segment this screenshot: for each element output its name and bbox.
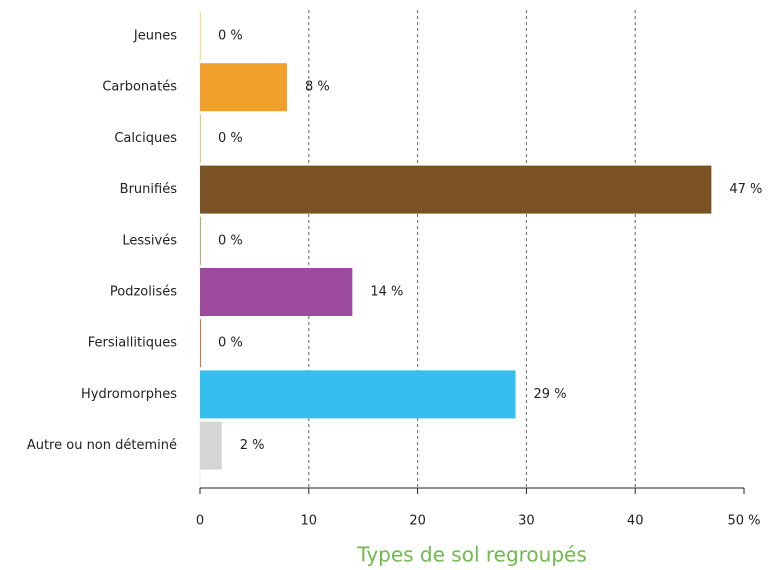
x-tick-label: 30 bbox=[518, 514, 535, 529]
bar bbox=[200, 370, 516, 419]
bar bbox=[200, 216, 201, 265]
y-tick-label: Autre ou non déteminé bbox=[27, 438, 177, 453]
x-tick-label: 40 bbox=[627, 514, 644, 529]
x-axis-title: Types de sol regroupés bbox=[356, 543, 587, 567]
y-tick-label: Brunifiés bbox=[120, 182, 178, 197]
y-tick-label: Fersiallitiques bbox=[88, 336, 177, 351]
y-tick-label: Lessivés bbox=[122, 233, 177, 248]
value-label: 0 % bbox=[218, 233, 243, 248]
bar bbox=[200, 319, 201, 368]
y-tick-label: Podzolisés bbox=[110, 285, 177, 300]
bar bbox=[200, 12, 201, 60]
value-label: 14 % bbox=[370, 285, 403, 300]
value-label: 8 % bbox=[305, 80, 330, 95]
y-tick-label: Hydromorphes bbox=[81, 387, 177, 402]
value-label: 29 % bbox=[534, 387, 567, 402]
x-tick-label: 20 bbox=[409, 514, 426, 529]
y-tick-label: Jeunes bbox=[133, 29, 177, 44]
bar bbox=[200, 421, 222, 470]
y-tick-label: Carbonatés bbox=[102, 80, 177, 95]
value-label: 0 % bbox=[218, 29, 243, 44]
x-tick-label: 10 bbox=[301, 514, 318, 529]
bar bbox=[200, 63, 288, 112]
bar bbox=[200, 165, 712, 214]
value-label: 47 % bbox=[729, 182, 762, 197]
bar bbox=[200, 114, 201, 163]
value-label: 0 % bbox=[218, 336, 243, 351]
value-label: 2 % bbox=[240, 438, 265, 453]
x-tick-label: 50 % bbox=[727, 514, 760, 529]
bar bbox=[200, 268, 353, 316]
value-label: 0 % bbox=[218, 131, 243, 146]
y-tick-label: Calciques bbox=[114, 131, 177, 146]
x-tick-label: 0 bbox=[196, 514, 204, 529]
